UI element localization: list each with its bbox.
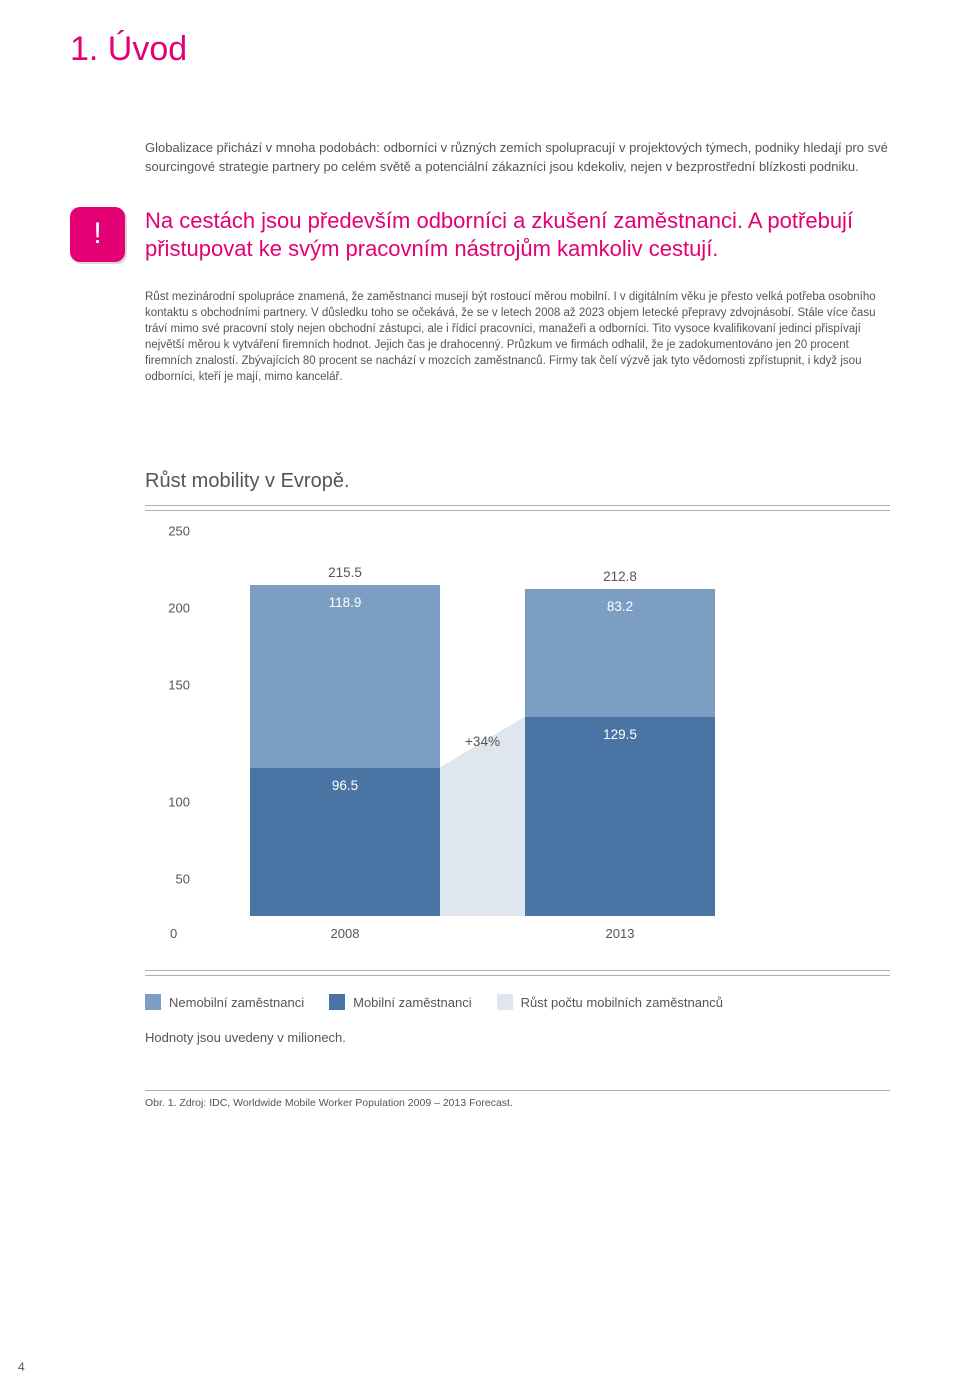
chart-title: Růst mobility v Evropě. bbox=[145, 470, 890, 506]
chart-block: Růst mobility v Evropě. 250 200 150 100 50 2… bbox=[145, 470, 890, 1109]
y-tick: 50 bbox=[145, 872, 190, 887]
legend-label: Mobilní zaměstnanci bbox=[353, 995, 472, 1010]
legend-item: Nemobilní zaměstnanci bbox=[145, 994, 304, 1010]
legend-item: Mobilní zaměstnanci bbox=[329, 994, 472, 1010]
legend-swatch bbox=[145, 994, 161, 1010]
source-block: Obr. 1. Zdroj: IDC, Worldwide Mobile Wor… bbox=[145, 1090, 890, 1109]
callout-text: Na cestách jsou především odborníci a zk… bbox=[145, 207, 890, 264]
bar-segment-label: 83.2 bbox=[607, 599, 633, 614]
chart-area: 25020015010050 215.5118.996.5212.883.212… bbox=[145, 531, 890, 971]
bar-segment-label: 118.9 bbox=[329, 595, 362, 610]
x-axis: 2008 2013 bbox=[200, 926, 850, 956]
bar-total-label: 215.5 bbox=[328, 565, 362, 580]
x-zero-label: 0 bbox=[170, 926, 177, 941]
chart-note: Hodnoty jsou uvedeny v milionech. bbox=[145, 1030, 890, 1045]
y-tick: 200 bbox=[145, 601, 190, 616]
plot: 215.5 118.9 96.5 212.8 83.2 129.5 +34% bbox=[200, 531, 850, 916]
bar-segment-nonmobile: 83.2 bbox=[525, 589, 715, 717]
bar-segment-nonmobile: 118.9 bbox=[250, 585, 440, 768]
bar-segment-label: 129.5 bbox=[603, 727, 637, 742]
page-title: 1. Úvod bbox=[70, 30, 890, 69]
legend-label: Nemobilní zaměstnanci bbox=[169, 995, 304, 1010]
x-tick: 2008 bbox=[331, 926, 360, 941]
callout: ! Na cestách jsou především odborníci a … bbox=[70, 207, 890, 264]
y-axis: 25020015010050 bbox=[145, 531, 190, 916]
legend: Nemobilní zaměstnanci Mobilní zaměstnanci… bbox=[145, 994, 890, 1010]
page-number: 4 bbox=[18, 1360, 25, 1374]
body-paragraph: Růst mezinárodní spolupráce znamená, že … bbox=[145, 289, 890, 386]
bar-segment-mobile: 96.5 bbox=[250, 768, 440, 917]
y-tick: 100 bbox=[145, 795, 190, 810]
legend-swatch bbox=[329, 994, 345, 1010]
bar-segment-mobile: 129.5 bbox=[525, 717, 715, 916]
bar-total-label: 212.8 bbox=[603, 569, 637, 584]
bar-segment-label: 96.5 bbox=[332, 778, 358, 793]
intro-paragraph: Globalizace přichází v mnoha podobách: o… bbox=[145, 139, 890, 177]
x-tick: 2013 bbox=[606, 926, 635, 941]
y-tick: 150 bbox=[145, 678, 190, 693]
legend-label: Růst počtu mobilních zaměstnanců bbox=[521, 995, 723, 1010]
growth-label: +34% bbox=[465, 734, 500, 749]
exclamation-icon: ! bbox=[70, 207, 125, 262]
legend-item: Růst počtu mobilních zaměstnanců bbox=[497, 994, 723, 1010]
legend-swatch bbox=[497, 994, 513, 1010]
chart-source: Obr. 1. Zdroj: IDC, Worldwide Mobile Wor… bbox=[145, 1097, 890, 1109]
y-tick: 250 bbox=[145, 524, 190, 539]
